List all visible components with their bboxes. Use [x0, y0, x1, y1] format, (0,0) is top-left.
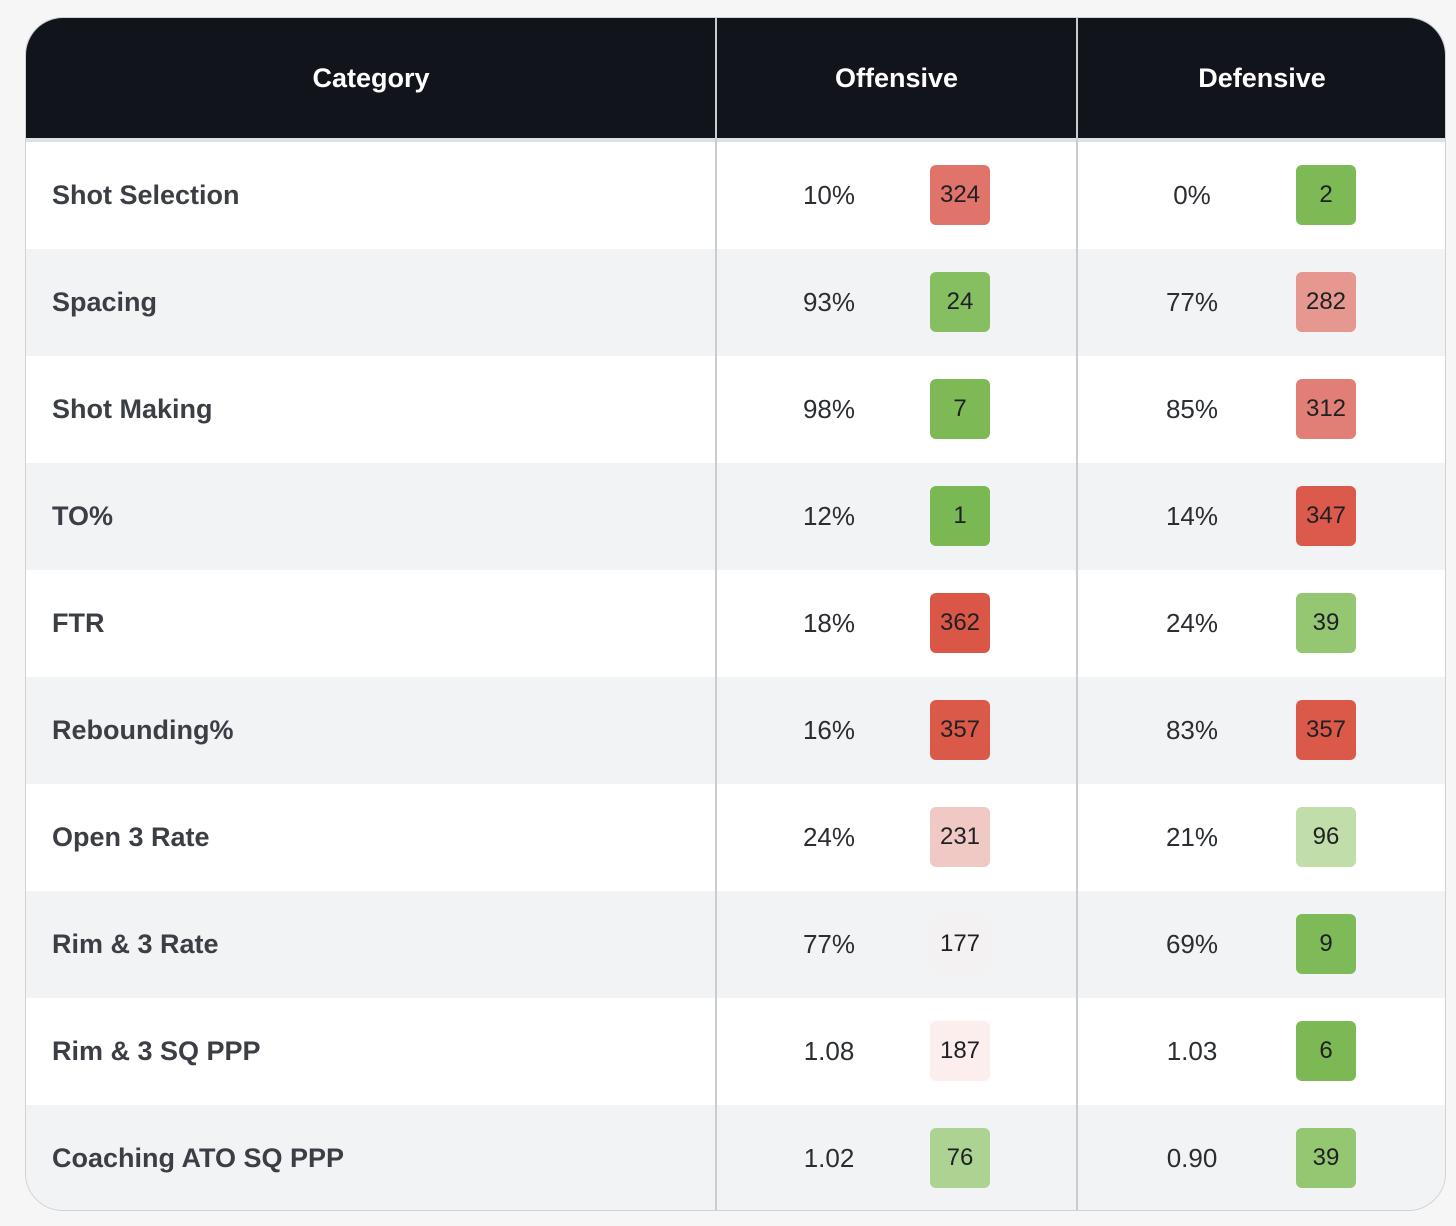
offensive-value: 16% [802, 715, 856, 745]
header-category: Category [312, 62, 430, 93]
table-header: Category Offensive Defensive [26, 18, 1445, 142]
defensive-value: 0.90 [1166, 1143, 1218, 1173]
category-label: Shot Making [52, 394, 213, 424]
category-label: Rim & 3 Rate [52, 929, 219, 959]
table-row: Open 3 Rate 24% 231 21% 96 [26, 784, 1445, 891]
defensive-rank-badge: 357 [1296, 700, 1356, 760]
offensive-rank-badge: 177 [930, 914, 990, 974]
column-divider [715, 18, 717, 1210]
defensive-rank-badge: 312 [1296, 379, 1356, 439]
category-label: Rebounding% [52, 715, 234, 745]
category-label: Shot Selection [52, 180, 240, 210]
offensive-rank-badge: 1 [930, 486, 990, 546]
defensive-rank-badge: 347 [1296, 486, 1356, 546]
defensive-value: 24% [1165, 608, 1219, 638]
offensive-value: 98% [802, 394, 856, 424]
table-row: Spacing 93% 24 77% 282 [26, 249, 1445, 356]
offensive-rank-badge: 7 [930, 379, 990, 439]
offensive-rank-badge: 357 [930, 700, 990, 760]
defensive-rank-badge: 6 [1296, 1021, 1356, 1081]
defensive-value: 85% [1165, 394, 1219, 424]
table-row: Rim & 3 SQ PPP 1.08 187 1.03 6 [26, 998, 1445, 1105]
stats-table: Category Offensive Defensive Shot Select… [25, 17, 1446, 1211]
category-label: Spacing [52, 287, 158, 317]
defensive-rank-badge: 96 [1296, 807, 1356, 867]
table-row: Rim & 3 Rate 77% 177 69% 9 [26, 891, 1445, 998]
table-row: Shot Selection 10% 324 0% 2 [26, 142, 1445, 249]
defensive-value: 83% [1165, 715, 1219, 745]
defensive-value: 21% [1165, 822, 1219, 852]
table-row: Rebounding% 16% 357 83% 357 [26, 677, 1445, 784]
offensive-rank-badge: 24 [930, 272, 990, 332]
category-label: Coaching ATO SQ PPP [52, 1143, 345, 1173]
defensive-rank-badge: 2 [1296, 165, 1356, 225]
offensive-value: 93% [802, 287, 856, 317]
defensive-value: 69% [1165, 929, 1219, 959]
table-row: FTR 18% 362 24% 39 [26, 570, 1445, 677]
defensive-rank-badge: 39 [1296, 593, 1356, 653]
offensive-value: 12% [802, 501, 856, 531]
defensive-value: 1.03 [1166, 1036, 1218, 1066]
offensive-rank-badge: 231 [930, 807, 990, 867]
category-label: TO% [52, 501, 114, 531]
offensive-value: 1.08 [803, 1036, 855, 1066]
offensive-rank-badge: 324 [930, 165, 990, 225]
offensive-value: 18% [802, 608, 856, 638]
offensive-value: 1.02 [803, 1143, 855, 1173]
offensive-value: 77% [802, 929, 856, 959]
offensive-rank-badge: 76 [930, 1128, 990, 1188]
category-label: FTR [52, 608, 105, 638]
offensive-value: 10% [802, 180, 856, 210]
defensive-rank-badge: 39 [1296, 1128, 1356, 1188]
table-row: TO% 12% 1 14% 347 [26, 463, 1445, 570]
header-defensive: Defensive [1198, 62, 1326, 93]
header-offensive: Offensive [834, 62, 959, 93]
defensive-rank-badge: 282 [1296, 272, 1356, 332]
defensive-rank-badge: 9 [1296, 914, 1356, 974]
offensive-value: 24% [802, 822, 856, 852]
column-divider [1076, 18, 1078, 1210]
defensive-value: 0% [1173, 180, 1211, 210]
table-row: Shot Making 98% 7 85% 312 [26, 356, 1445, 463]
category-label: Rim & 3 SQ PPP [52, 1036, 261, 1066]
table-row: Coaching ATO SQ PPP 1.02 76 0.90 39 [26, 1105, 1445, 1210]
category-label: Open 3 Rate [52, 822, 210, 852]
offensive-rank-badge: 362 [930, 593, 990, 653]
offensive-rank-badge: 187 [930, 1021, 990, 1081]
defensive-value: 14% [1165, 501, 1219, 531]
defensive-value: 77% [1165, 287, 1219, 317]
